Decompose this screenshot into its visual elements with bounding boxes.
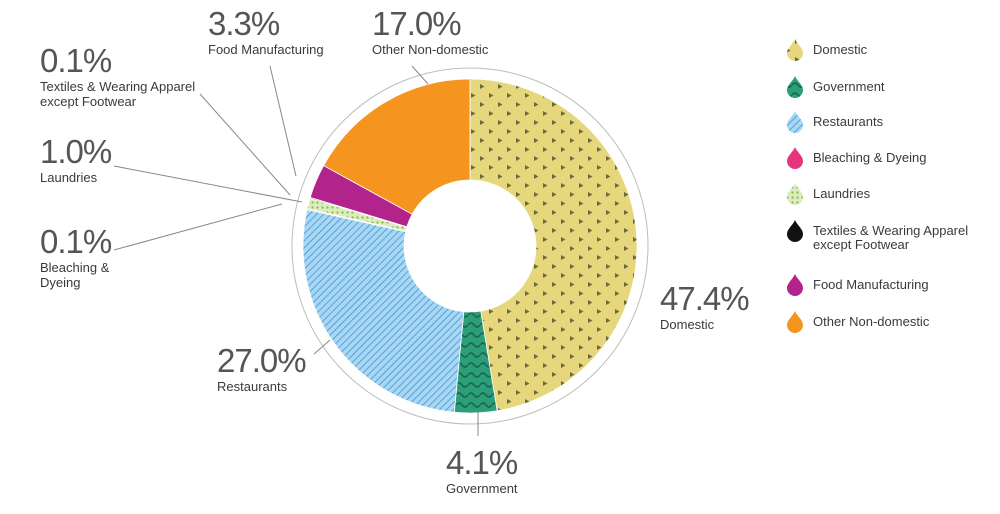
legend-label: Laundries: [813, 186, 871, 201]
legend-label: Food Manufacturing: [813, 277, 929, 292]
legend-swatch-drop-icon: [787, 311, 803, 333]
legend-swatch-drop-icon: [787, 39, 803, 61]
callout-laundries: 1.0%Laundries: [40, 133, 303, 203]
outer-ring: [291, 67, 649, 425]
callout-bleaching-and-dyeing: 0.1%Bleaching &Dyeing: [40, 203, 283, 290]
percent-label: 3.3%: [208, 5, 280, 42]
legend-label: Textiles & Wearing Apparel: [813, 223, 968, 238]
category-label: Dyeing: [40, 275, 80, 290]
percent-label: 1.0%: [40, 133, 112, 170]
slice-other-non-domestic: [323, 78, 471, 215]
percent-label: 0.1%: [40, 223, 112, 260]
legend-label: Other Non-domestic: [813, 314, 930, 329]
percent-label: 47.4%: [660, 280, 749, 317]
legend-item-food-manufacturing: Food Manufacturing: [787, 274, 929, 296]
legend-item-domestic: Domestic: [787, 39, 868, 61]
slice-domestic: [469, 78, 638, 412]
callout-domestic: 47.4%Domestic: [660, 280, 750, 332]
legend-label: Bleaching & Dyeing: [813, 150, 926, 165]
leader-line: [113, 203, 283, 251]
leader-line: [313, 339, 331, 355]
category-label: except Footwear: [40, 94, 137, 109]
legend-label: Domestic: [813, 42, 868, 57]
callout-restaurants: 27.0%Restaurants: [217, 339, 331, 394]
leader-line: [113, 165, 303, 203]
category-label: Domestic: [660, 317, 715, 332]
legend-swatch-drop-icon: [787, 220, 803, 242]
slice-restaurants: [302, 209, 465, 413]
category-label: Restaurants: [217, 379, 288, 394]
category-label: Textiles & Wearing Apparel: [40, 79, 195, 94]
category-label: Other Non-domestic: [372, 42, 489, 57]
legend-swatch-drop-icon: [787, 147, 803, 169]
percent-label: 4.1%: [446, 444, 518, 481]
legend: Domestic Government Restaurants Bleaching &…: [787, 39, 968, 333]
donut-slices: [302, 78, 638, 414]
legend-item-bleaching-and-dyeing: Bleaching & Dyeing: [787, 147, 926, 169]
percent-label: 27.0%: [217, 342, 306, 379]
leader-line: [411, 65, 429, 85]
legend-swatch-drop-icon: [787, 76, 803, 98]
legend-swatch-drop-icon: [787, 274, 803, 296]
donut-hole: [405, 181, 535, 311]
legend-swatch-drop-icon: [787, 183, 803, 205]
callout-other-non-domestic: 17.0%Other Non-domestic: [372, 5, 489, 85]
percent-label: 0.1%: [40, 42, 112, 79]
legend-label: Restaurants: [813, 114, 884, 129]
legend-label: Government: [813, 79, 885, 94]
percent-label: 17.0%: [372, 5, 461, 42]
legend-label: except Footwear: [813, 237, 910, 252]
category-label: Food Manufacturing: [208, 42, 324, 57]
category-label: Bleaching &: [40, 260, 110, 275]
callout-government: 4.1%Government: [446, 412, 519, 496]
legend-swatch-drop-icon: [787, 111, 803, 133]
legend-item-other-non-domestic: Other Non-domestic: [787, 311, 930, 333]
legend-item-laundries: Laundries: [787, 183, 871, 205]
leader-line: [269, 65, 297, 177]
category-label: Government: [446, 481, 518, 496]
callouts: 47.4%Domestic 4.1%Government 27.0%Restaura…: [40, 5, 750, 496]
category-label: Laundries: [40, 170, 98, 185]
leader-line: [199, 93, 291, 196]
legend-item-restaurants: Restaurants: [787, 111, 884, 133]
legend-item-government: Government: [787, 76, 885, 98]
callout-food-manufacturing: 3.3%Food Manufacturing: [208, 5, 324, 177]
